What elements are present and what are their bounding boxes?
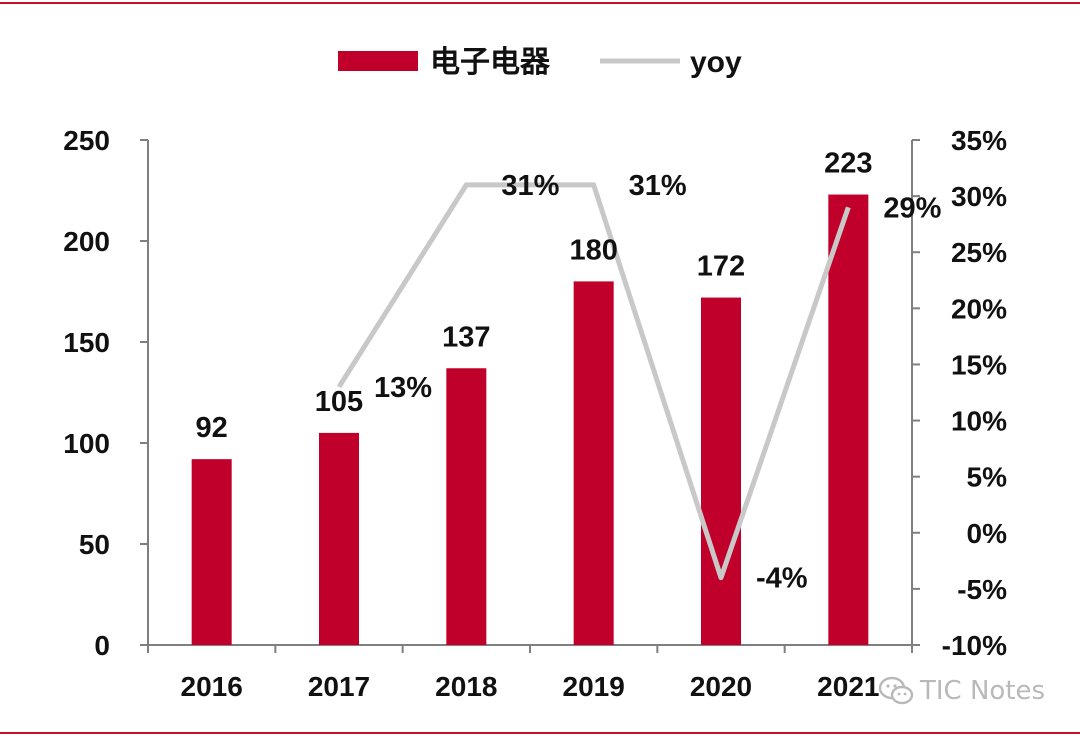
yoy-data-label: 31% — [629, 170, 687, 202]
bar — [701, 297, 741, 645]
watermark-text: TIC Notes — [920, 676, 1046, 706]
y-right-tick-label: 20% — [951, 293, 1007, 324]
bar-data-label: 180 — [569, 234, 617, 266]
y-left-tick-label: 0 — [94, 630, 110, 661]
x-tick-label: 2018 — [435, 671, 497, 702]
yoy-data-label: 31% — [501, 170, 559, 202]
y-right-tick-label: 0% — [967, 518, 1008, 549]
legend-bar-label: 电子电器 — [430, 46, 551, 79]
y-left-tick-label: 100 — [63, 428, 110, 459]
legend-bar-swatch — [338, 51, 418, 71]
bar-series — [191, 194, 869, 646]
y-left-tick-label: 250 — [63, 125, 110, 156]
watermark: TIC Notes — [878, 676, 1045, 706]
bar-data-label: 92 — [196, 412, 228, 444]
bar — [446, 368, 487, 645]
yoy-data-label: 13% — [374, 372, 432, 404]
y-right-tick-label: 5% — [967, 462, 1008, 493]
y-right-tick-label: 15% — [951, 349, 1007, 380]
bar-data-label: 172 — [697, 251, 745, 283]
bar-data-label: 223 — [824, 148, 872, 180]
x-tick-label: 2021 — [817, 671, 879, 702]
yoy-data-label: -4% — [756, 563, 808, 595]
y-right-tick-label: -10% — [942, 630, 1007, 661]
x-tick-label: 2017 — [308, 671, 370, 702]
yoy-line — [336, 182, 851, 581]
legend: 电子电器 yoy — [338, 46, 742, 79]
bar-data-label: 137 — [442, 321, 490, 353]
yoy-line-series — [336, 182, 851, 581]
x-tick-label: 2019 — [563, 671, 625, 702]
bar-data-label: 105 — [315, 386, 363, 418]
bar — [828, 194, 869, 646]
bar — [319, 432, 359, 645]
y-right-tick-label: 25% — [951, 237, 1007, 268]
y-left-tick-label: 150 — [63, 327, 110, 358]
y-right-tick-label: 35% — [951, 125, 1007, 156]
bar — [191, 459, 232, 645]
y-right-tick-label: 30% — [951, 181, 1007, 212]
x-tick-label: 2020 — [690, 671, 752, 702]
x-tick-label: 2016 — [181, 671, 243, 702]
bar — [573, 281, 614, 645]
y-right-tick-label: 10% — [951, 406, 1007, 437]
legend-line-label: yoy — [690, 46, 742, 79]
y-left-tick-label: 200 — [63, 226, 110, 257]
axes: 0 50 100 150 200 250 -10% -5% 0% 5% 10% 15% 20% 25% 30… — [63, 125, 1007, 702]
data-labels: 92 105 137 180 172 223 13% 31% 31% -4% 29% — [196, 148, 942, 595]
wechat-icon — [878, 676, 914, 706]
yoy-data-label: 29% — [883, 192, 941, 224]
y-right-tick-label: -5% — [957, 574, 1007, 605]
y-left-tick-label: 50 — [79, 529, 110, 560]
